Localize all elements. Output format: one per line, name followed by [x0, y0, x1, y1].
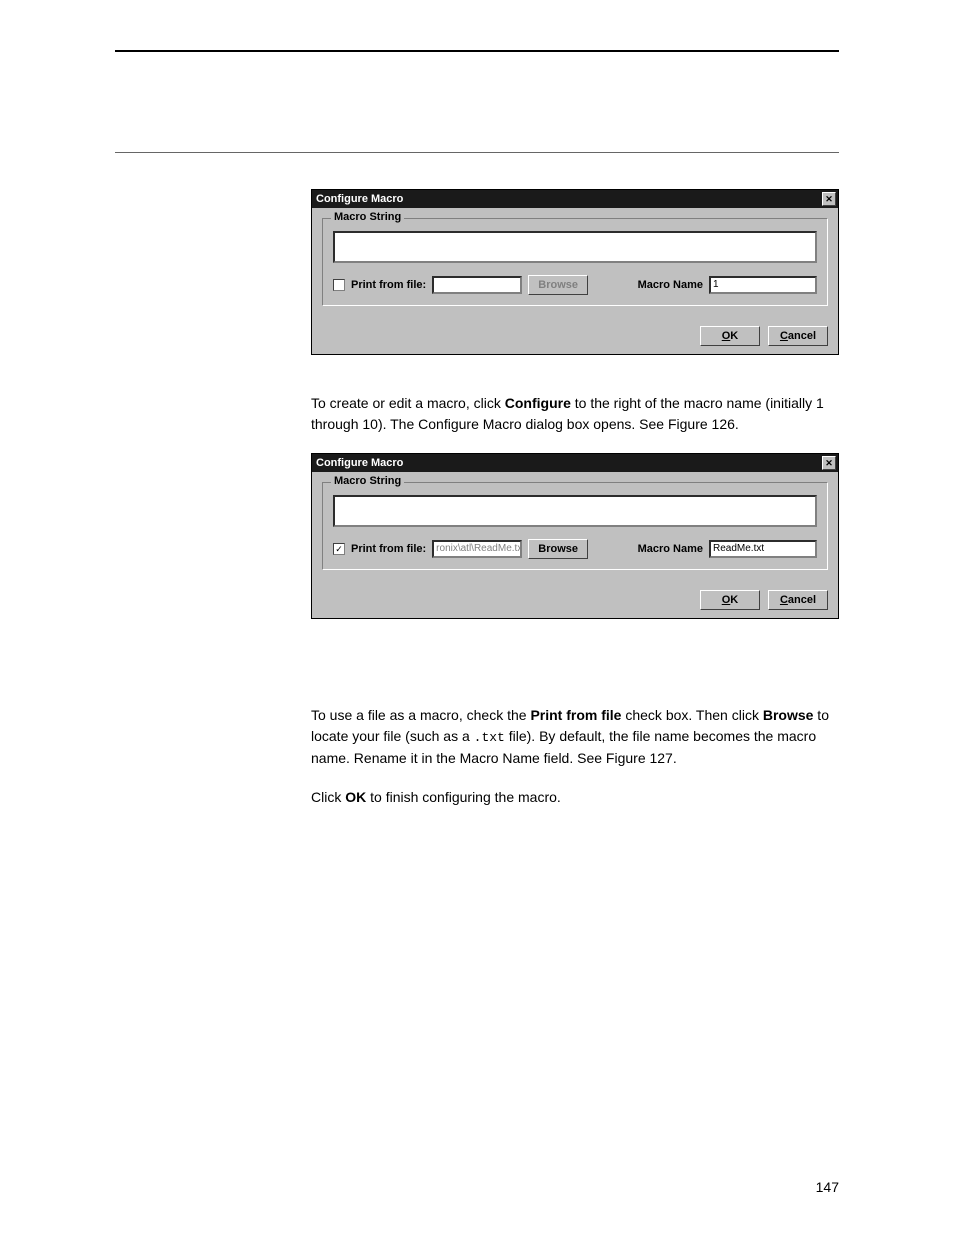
file-path-input[interactable] [432, 276, 522, 294]
ok-button[interactable]: OK [700, 326, 760, 346]
ok-button[interactable]: OK [700, 590, 760, 610]
top-horizontal-rule [115, 50, 839, 52]
macro-name-label: Macro Name [638, 543, 703, 555]
dialog-titlebar: Configure Macro ✕ [312, 190, 838, 208]
print-from-file-checkbox[interactable] [333, 279, 345, 291]
dialog-title: Configure Macro [316, 457, 403, 469]
print-from-file-label: Print from file: [351, 543, 426, 555]
macro-string-textarea[interactable] [333, 231, 817, 263]
instruction-paragraph-2: To use a file as a macro, check the Prin… [311, 705, 839, 769]
instruction-paragraph-1: To create or edit a macro, click Configu… [311, 393, 839, 435]
close-icon[interactable]: ✕ [822, 456, 836, 470]
macro-name-label: Macro Name [638, 279, 703, 291]
file-path-input[interactable]: ronix\atl\ReadMe.txt [432, 540, 522, 558]
browse-button[interactable]: Browse [528, 275, 588, 295]
cancel-button[interactable]: Cancel [768, 326, 828, 346]
macro-string-groupbox: Macro String ✓ Print from file: ronix\at… [322, 482, 828, 570]
dialog-titlebar: Configure Macro ✕ [312, 454, 838, 472]
section-horizontal-rule [115, 152, 839, 153]
browse-button[interactable]: Browse [528, 539, 588, 559]
groupbox-label: Macro String [331, 211, 404, 223]
groupbox-label: Macro String [331, 475, 404, 487]
print-from-file-label: Print from file: [351, 279, 426, 291]
macro-string-textarea[interactable] [333, 495, 817, 527]
macro-name-input[interactable]: 1 [709, 276, 817, 294]
print-from-file-checkbox[interactable]: ✓ [333, 543, 345, 555]
cancel-button[interactable]: Cancel [768, 590, 828, 610]
configure-macro-dialog-1: Configure Macro ✕ Macro String Print fro… [311, 189, 839, 355]
dialog-title: Configure Macro [316, 193, 403, 205]
macro-string-groupbox: Macro String Print from file: Browse Mac… [322, 218, 828, 306]
configure-macro-dialog-2: Configure Macro ✕ Macro String ✓ Print f… [311, 453, 839, 619]
macro-name-input[interactable]: ReadMe.txt [709, 540, 817, 558]
page-number: 147 [816, 1179, 839, 1195]
close-icon[interactable]: ✕ [822, 192, 836, 206]
instruction-paragraph-3: Click OK to finish configuring the macro… [311, 787, 839, 808]
